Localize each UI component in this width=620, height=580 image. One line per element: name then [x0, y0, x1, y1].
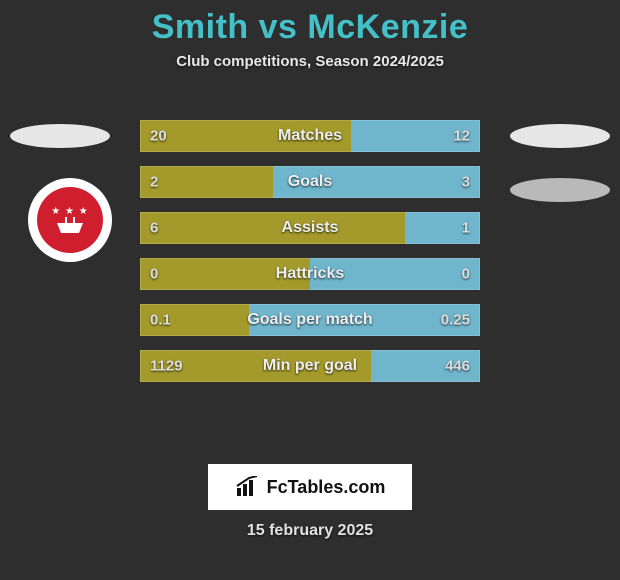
subtitle: Club competitions, Season 2024/2025 — [0, 53, 620, 70]
stat-row: 2 3 Goals — [140, 166, 480, 198]
stat-right-value: 3 — [462, 174, 470, 191]
stat-left-value: 6 — [150, 220, 158, 237]
date-label: 15 february 2025 — [0, 522, 620, 540]
stat-left-value: 1129 — [150, 358, 183, 375]
stat-row: 0 0 Hattricks — [140, 258, 480, 290]
stat-left-value: 20 — [150, 128, 167, 145]
stat-left-value: 0 — [150, 266, 158, 283]
stat-row: 1129 446 Min per goal — [140, 350, 480, 382]
stat-caption: Goals — [288, 173, 332, 191]
stat-caption: Matches — [278, 127, 342, 145]
stat-caption: Hattricks — [276, 265, 344, 283]
bar-left — [140, 166, 273, 198]
fctables-logo[interactable]: FcTables.com — [208, 464, 412, 510]
page-title: Smith vs McKenzie — [0, 0, 620, 47]
stat-caption: Min per goal — [263, 357, 357, 375]
bar-left — [140, 212, 405, 244]
club-left-badge: ★ ★ ★ — [28, 178, 112, 262]
player-right-logo-placeholder — [510, 124, 610, 148]
comparison-chart: 20 12 Matches 2 3 Goals 6 1 Assists 0 0 Hattricks 0.… — [140, 120, 480, 396]
stat-left-value: 0.1 — [150, 312, 171, 329]
player-left-logo-placeholder — [10, 124, 110, 148]
badge-stars-icon: ★ ★ ★ — [51, 206, 88, 217]
badge-ship-icon — [55, 217, 85, 235]
stat-right-value: 12 — [453, 128, 470, 145]
stat-right-value: 446 — [445, 358, 470, 375]
stat-right-value: 0 — [462, 266, 470, 283]
stat-row: 20 12 Matches — [140, 120, 480, 152]
stat-right-value: 1 — [462, 220, 470, 237]
stat-row: 0.1 0.25 Goals per match — [140, 304, 480, 336]
stat-right-value: 0.25 — [441, 312, 470, 329]
chart-icon — [235, 476, 261, 498]
stat-row: 6 1 Assists — [140, 212, 480, 244]
logo-text: FcTables.com — [267, 477, 386, 498]
stat-caption: Assists — [282, 219, 339, 237]
stat-caption: Goals per match — [247, 311, 372, 329]
stat-left-value: 2 — [150, 174, 158, 191]
club-right-logo-placeholder — [510, 178, 610, 202]
